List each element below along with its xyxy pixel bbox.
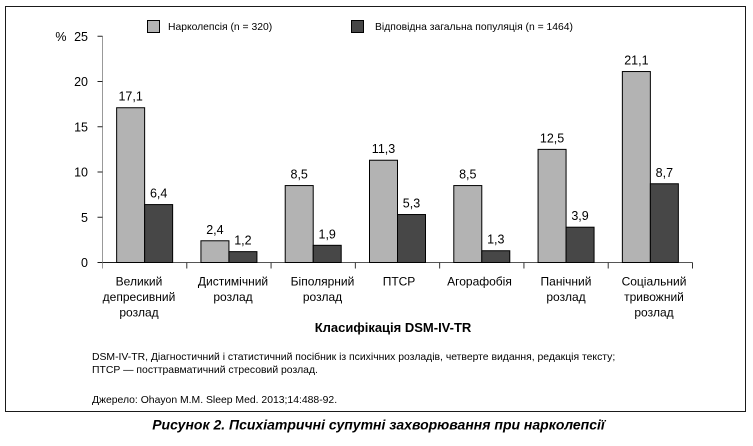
- svg-text:Великий: Великий: [116, 275, 163, 289]
- svg-text:0: 0: [81, 256, 88, 270]
- svg-text:Агорафобія: Агорафобія: [447, 275, 512, 289]
- svg-text:Дистимічний: Дистимічний: [198, 275, 268, 289]
- svg-text:15: 15: [74, 120, 88, 134]
- svg-text:Рисунок 2. Психіатричні супутн: Рисунок 2. Психіатричні супутні захворюв…: [152, 417, 607, 433]
- svg-text:Панічний: Панічний: [541, 275, 592, 289]
- svg-text:20: 20: [74, 75, 88, 89]
- svg-text:3,9: 3,9: [571, 209, 588, 223]
- svg-text:%: %: [55, 30, 66, 44]
- svg-text:1,2: 1,2: [234, 234, 251, 248]
- svg-text:25: 25: [74, 30, 88, 44]
- svg-text:8,7: 8,7: [656, 166, 673, 180]
- svg-text:Джерело: Ohayon M.M. Sleep Med: Джерело: Ohayon M.M. Sleep Med. 2013;14:…: [92, 395, 337, 406]
- svg-text:розлад: розлад: [634, 306, 673, 320]
- svg-text:21,1: 21,1: [624, 54, 648, 68]
- svg-text:17,1: 17,1: [118, 90, 142, 104]
- svg-text:розлад: розлад: [213, 290, 252, 304]
- svg-text:розлад: розлад: [303, 290, 342, 304]
- svg-text:Відповідна загальна популяція: Відповідна загальна популяція (n = 1464): [375, 22, 573, 33]
- svg-text:тривожний: тривожний: [624, 290, 684, 304]
- svg-text:1,3: 1,3: [487, 233, 504, 247]
- svg-text:2,4: 2,4: [206, 223, 223, 237]
- svg-text:11,3: 11,3: [372, 142, 395, 156]
- svg-text:10: 10: [74, 166, 88, 180]
- svg-text:8,5: 8,5: [291, 168, 308, 182]
- svg-text:12,5: 12,5: [540, 131, 564, 145]
- svg-text:6,4: 6,4: [150, 187, 167, 201]
- svg-text:8,5: 8,5: [459, 168, 476, 182]
- svg-text:Соціальний: Соціальний: [622, 275, 687, 289]
- svg-text:ПТСР — посттравматичний стресо: ПТСР — посттравматичний стресовий розлад…: [92, 365, 318, 376]
- svg-text:Класифікація DSM-IV-TR: Класифікація DSM-IV-TR: [315, 320, 472, 335]
- svg-text:DSM-IV-TR, Діагностичний і ста: DSM-IV-TR, Діагностичний і статистичний …: [92, 351, 615, 363]
- svg-text:розлад: розлад: [119, 306, 158, 320]
- svg-text:Нарколепсія (n = 320): Нарколепсія (n = 320): [168, 22, 272, 33]
- svg-text:5,3: 5,3: [403, 197, 420, 211]
- svg-text:депресивний: депресивний: [103, 290, 176, 304]
- svg-text:1,9: 1,9: [319, 227, 336, 241]
- svg-text:розлад: розлад: [546, 290, 585, 304]
- svg-text:ПТСР: ПТСР: [383, 275, 416, 289]
- svg-text:Біполярний: Біполярний: [291, 275, 355, 289]
- svg-text:5: 5: [81, 211, 88, 225]
